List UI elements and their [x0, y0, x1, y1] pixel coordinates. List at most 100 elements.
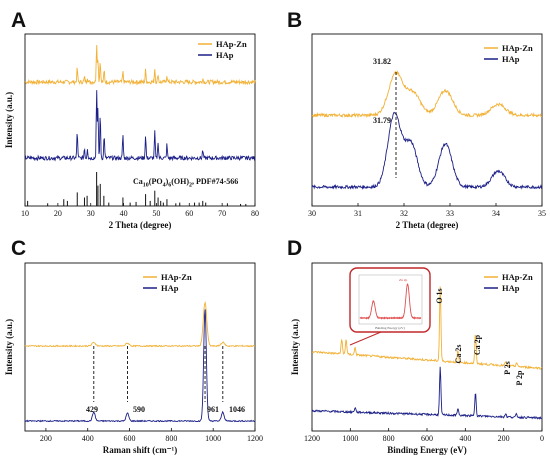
panel-d-inset: Zn 2p Binding Energy (eV)	[349, 267, 431, 346]
inset-frame	[349, 267, 431, 333]
panel-c-peak-1046: 1046	[229, 405, 245, 414]
panel-b-annotation-hap: 31.79	[373, 116, 391, 125]
panel-c-tick-label-600: 600	[124, 434, 136, 443]
ref-sub-2: 2	[189, 183, 192, 189]
panel-a: 10 20 30 40 50 60 70 80 2 Theta (degree) Intens…	[4, 33, 259, 230]
inset-title: Zn 2p	[399, 278, 408, 282]
ref-oh: (OH)	[171, 177, 189, 186]
panel-a-legend-zn: HAp-Zn	[216, 39, 247, 49]
panel-label-c: C	[11, 237, 26, 260]
ref-pdf: , PDF#74-566	[192, 177, 238, 186]
panel-c-series-hap-zn	[24, 300, 256, 348]
ref-ca: Ca	[133, 177, 143, 186]
panel-b: 30 31 32 33 34 35 31.82 31.79 2 Theta (degree…	[308, 33, 546, 230]
panel-c: 200 400 600 800 1000 1200 429 590 961 1046 Ra…	[4, 262, 263, 455]
panel-a-x-label: 2 Theta (degree)	[109, 220, 172, 230]
panel-c-y-label: Intensity (a.u.)	[4, 319, 14, 375]
panel-c-legend: HAp-Zn HAp	[143, 272, 192, 293]
inset-trace	[359, 283, 422, 320]
panel-a-tick-label-50: 50	[152, 209, 160, 218]
ref-sub-6: 6	[168, 183, 171, 189]
panel-d-traces	[311, 286, 543, 420]
panel-label-a: A	[11, 9, 26, 32]
ref-po: (PO	[149, 177, 163, 186]
panel-d-series-hap-zn	[311, 286, 543, 370]
panel-d-tick-label-200: 200	[498, 434, 510, 443]
panel-d-legend-zn: HAp-Zn	[502, 272, 533, 282]
panel-d-x-ticks: 1200 1000 800 600 400 200 0	[304, 428, 544, 443]
panel-d-series-hap	[311, 366, 543, 420]
panel-d-y-label: Intensity (a.u.)	[290, 319, 300, 375]
panel-d-label-ca2p: Ca 2p	[473, 334, 482, 355]
panel-a-traces	[24, 44, 256, 162]
panel-c-traces	[24, 300, 256, 423]
panel-b-annotation-zn: 31.82	[373, 57, 391, 66]
panel-a-series-hap-zn	[24, 44, 256, 86]
panel-a-tick-label-20: 20	[54, 209, 62, 218]
panel-c-tick-label-400: 400	[82, 434, 94, 443]
panel-c-tick-label-200: 200	[40, 434, 52, 443]
panel-b-tick-label-35: 35	[538, 209, 546, 218]
panel-d-label-p2p: P 2p	[515, 370, 524, 385]
ref-paren: )	[166, 177, 169, 186]
panel-c-x-ticks: 200 400 600 800 1000 1200	[40, 428, 263, 443]
panel-b-traces	[311, 70, 543, 190]
panel-c-tick-label-1000: 1000	[205, 434, 221, 443]
panel-c-peak-590: 590	[133, 405, 145, 414]
panel-b-legend: HAp-Zn HAp	[484, 43, 533, 64]
panel-c-legend-zn: HAp-Zn	[161, 272, 192, 282]
panel-a-y-label: Intensity (a.u.)	[4, 92, 14, 148]
panel-b-tick-label-31: 31	[354, 209, 362, 218]
panel-c-legend-hap: HAp	[161, 283, 179, 293]
panel-a-x-ticks: 10 20 30 40 50 60 70 80	[21, 203, 259, 218]
panel-b-series-hap-zn	[311, 70, 543, 119]
panel-label-d: D	[287, 237, 302, 260]
panel-a-legend-hap: HAp	[216, 50, 234, 60]
panel-d-tick-label-600: 600	[421, 434, 433, 443]
panel-d-label-p2s: P 2s	[503, 361, 512, 375]
inset-series-zn2p	[359, 283, 422, 320]
panel-b-tick-label-34: 34	[492, 209, 500, 218]
panel-c-tick-label-1200: 1200	[247, 434, 263, 443]
ref-sub-10: 10	[143, 183, 149, 189]
panel-a-reference-lines	[27, 172, 247, 206]
inset-plot-area	[358, 274, 423, 325]
panel-c-peak-961: 961	[207, 405, 219, 414]
panel-b-frame	[311, 33, 543, 207]
panel-a-tick-label-60: 60	[185, 209, 193, 218]
panel-d-x-label: Binding Energy (eV)	[387, 445, 467, 455]
panel-d-tick-label-1000: 1000	[342, 434, 358, 443]
panel-d-tick-label-800: 800	[383, 434, 395, 443]
panel-d-legend: HAp-Zn HAp	[484, 272, 533, 293]
panel-d-tick-label-400: 400	[459, 434, 471, 443]
panel-a-tick-label-30: 30	[87, 209, 95, 218]
panel-d-tick-label-1200: 1200	[304, 434, 320, 443]
panel-b-x-ticks: 30 31 32 33 34 35	[308, 203, 546, 218]
panel-a-tick-label-70: 70	[218, 209, 226, 218]
panel-b-tick-label-32: 32	[400, 209, 408, 218]
panel-a-tick-label-80: 80	[251, 209, 259, 218]
panel-a-legend: HAp-Zn HAp	[198, 39, 247, 60]
panel-d-tick-label-0: 0	[540, 434, 544, 443]
panel-d-legend-hap: HAp	[502, 283, 520, 293]
panel-b-legend-hap: HAp	[502, 54, 520, 64]
panel-a-frame	[24, 33, 256, 207]
panel-d-label-o1s: O 1s	[435, 288, 444, 303]
panel-c-tick-label-800: 800	[165, 434, 177, 443]
panel-c-peak-guides	[93, 346, 224, 402]
panel-a-reference-label: Ca10(PO4)6(OH)2, PDF#74-566	[133, 177, 238, 189]
panel-b-tick-label-30: 30	[308, 209, 316, 218]
inset-x-label: Binding Energy (eV)	[375, 326, 405, 330]
panel-d: 1200 1000 800 600 400 200 0 Binding Energy (eV…	[290, 262, 544, 455]
ref-sub-4: 4	[163, 183, 166, 189]
panel-b-series-hap	[311, 111, 543, 190]
panel-a-tick-label-10: 10	[21, 209, 29, 218]
panel-c-frame	[24, 262, 256, 432]
panel-c-series-hap	[24, 309, 256, 423]
panel-c-peak-429: 429	[86, 405, 98, 414]
panel-d-label-ca2s: Ca 2s	[454, 345, 463, 364]
inset-pointer	[349, 331, 382, 346]
panel-a-tick-label-40: 40	[120, 209, 128, 218]
panel-b-tick-label-33: 33	[446, 209, 454, 218]
